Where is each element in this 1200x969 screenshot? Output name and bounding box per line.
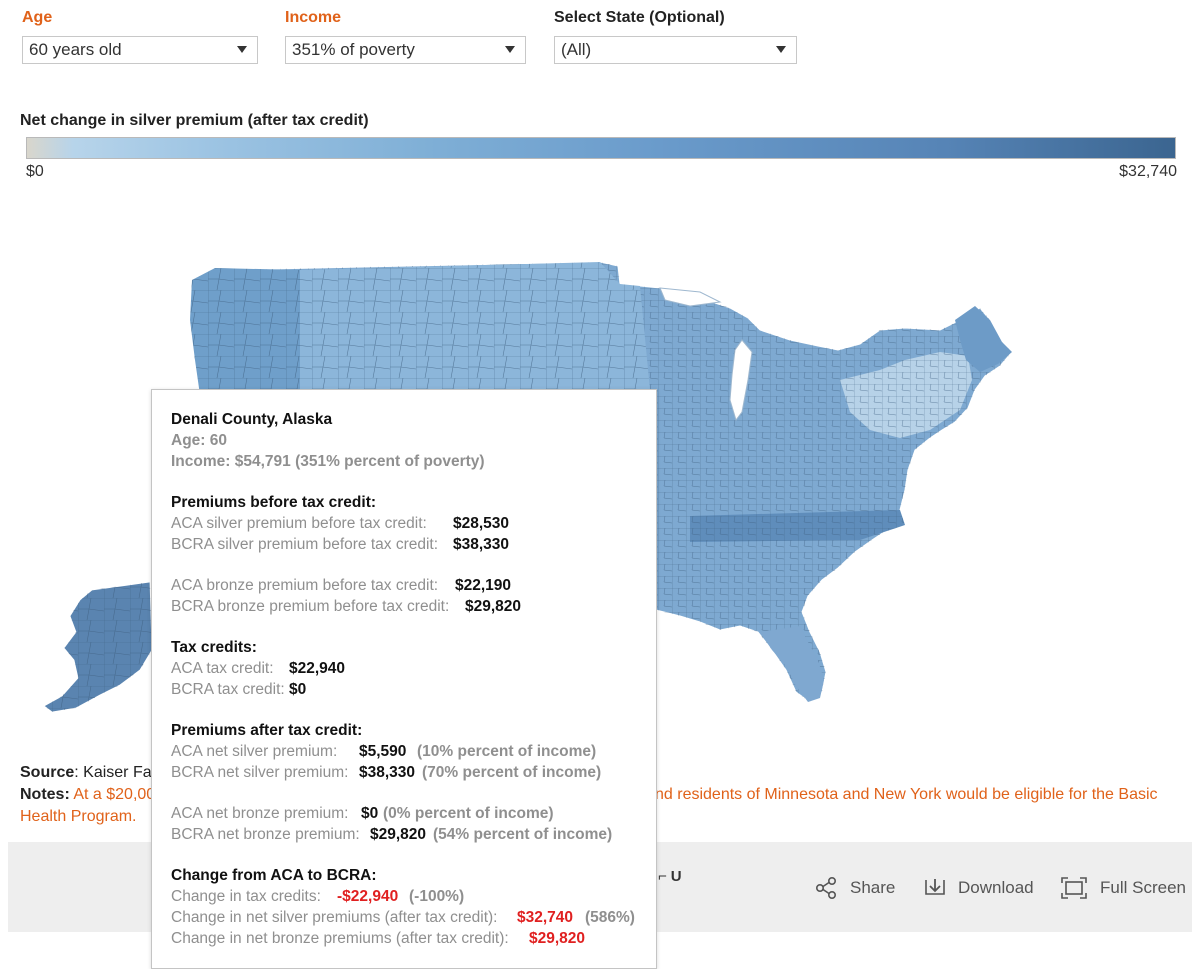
- change-silver-value: $32,740: [517, 909, 574, 926]
- state-select[interactable]: (All): [554, 36, 797, 64]
- bcra-silver-before-value: $38,330: [453, 536, 510, 553]
- toolbar-partial-text: ⌐U: [658, 868, 686, 885]
- bcra-silver-before-row: BCRA silver premium before tax credit: $…: [171, 535, 509, 555]
- credits-header: Tax credits:: [171, 639, 257, 656]
- legend-min: $0: [26, 163, 44, 180]
- fullscreen-label: Full Screen: [1100, 878, 1186, 897]
- aca-silver-before-value: $28,530: [453, 515, 510, 532]
- age-select[interactable]: 60 years old: [22, 36, 258, 64]
- state-filter-label: Select State (Optional): [554, 9, 725, 26]
- after-header: Premiums after tax credit:: [171, 722, 363, 739]
- change-credits-value: -$22,940: [337, 888, 399, 905]
- bcra-net-silver-pct: (70% percent of income): [422, 764, 602, 781]
- color-legend-bar: [26, 137, 1176, 159]
- change-bronze-label: Change in net bronze premiums (after tax…: [171, 930, 509, 947]
- bcra-net-bronze-pct: (54% percent of income): [433, 826, 613, 843]
- bcra-net-silver-value: $38,330: [359, 764, 416, 781]
- lake-michigan: [729, 339, 753, 422]
- bcra-bronze-before-label: BCRA bronze premium before tax credit:: [171, 598, 450, 615]
- aca-bronze-before-value: $22,190: [455, 577, 512, 594]
- income-select-value: 351% of poverty: [292, 40, 415, 59]
- aca-silver-before-row: ACA silver premium before tax credit: $2…: [171, 514, 509, 534]
- bcra-net-bronze-value: $29,820: [370, 826, 427, 843]
- aca-net-bronze-value: $0: [361, 805, 379, 822]
- age-filter-label: Age: [22, 9, 53, 26]
- aca-net-bronze-pct: (0% percent of income): [383, 805, 554, 822]
- notes-line: Notes: At a $20,00 nd residents of Minne…: [20, 786, 1158, 803]
- state-filter: Select State (Optional) (All): [554, 8, 797, 64]
- bcra-bronze-before-row: BCRA bronze premium before tax credit: $…: [171, 597, 521, 617]
- bcra-credit-label: BCRA tax credit:: [171, 681, 285, 698]
- change-silver-label: Change in net silver premiums (after tax…: [171, 909, 498, 926]
- change-bronze-value: $29,820: [529, 930, 586, 947]
- aca-credit-label: ACA tax credit:: [171, 660, 274, 677]
- share-icon: [815, 876, 837, 900]
- aca-net-bronze-row: ACA net bronze premium: $0 (0% percent o…: [171, 804, 554, 824]
- chevron-down-icon: [505, 46, 515, 53]
- notes-text-left: At a $20,00: [73, 786, 156, 803]
- source-text: : Kaiser Fam: [74, 764, 165, 781]
- bcra-credit-value: $0: [289, 681, 307, 698]
- state-select-value: (All): [561, 40, 592, 59]
- bcra-net-silver-row: BCRA net silver premium: $38,330 (70% pe…: [171, 763, 601, 783]
- aca-net-silver-row: ACA net silver premium: $5,590 (10% perc…: [171, 742, 596, 762]
- age-filter: Age 60 years old: [22, 8, 258, 64]
- income-filter-label: Income: [285, 9, 342, 26]
- bcra-silver-before-label: BCRA silver premium before tax credit:: [171, 536, 439, 553]
- lake-superior: [659, 287, 722, 307]
- income-select[interactable]: 351% of poverty: [285, 36, 526, 64]
- change-silver-pct: (586%): [585, 909, 635, 926]
- aca-net-silver-pct: (10% percent of income): [417, 743, 597, 760]
- aca-net-bronze-label: ACA net bronze premium:: [171, 805, 349, 822]
- aca-net-silver-value: $5,590: [359, 743, 407, 760]
- aca-net-silver-label: ACA net silver premium:: [171, 743, 338, 760]
- aca-bronze-before-row: ACA bronze premium before tax credit: $2…: [171, 576, 511, 596]
- bcra-net-bronze-label: BCRA net bronze premium:: [171, 826, 360, 843]
- aca-credit-value: $22,940: [289, 660, 346, 677]
- tooltip-income: Income: $54,791 (351% percent of poverty…: [171, 453, 485, 470]
- county-tooltip: Denali County, Alaska Age: 60 Income: $5…: [151, 389, 657, 969]
- change-credits-label: Change in tax credits:: [171, 888, 321, 905]
- bcra-net-bronze-row: BCRA net bronze premium: $29,820 (54% pe…: [171, 825, 612, 845]
- tooltip-age: Age: 60: [171, 432, 227, 449]
- before-header: Premiums before tax credit:: [171, 494, 377, 511]
- share-label: Share: [850, 878, 896, 897]
- bcra-bronze-before-value: $29,820: [465, 598, 522, 615]
- aca-credit-row: ACA tax credit: $22,940: [171, 659, 345, 679]
- source-line: Source: Kaiser Fam: [20, 764, 165, 782]
- map-maine: [955, 306, 1012, 372]
- notes-line2: Health Program.: [20, 808, 137, 825]
- fullscreen-icon: [1061, 877, 1087, 899]
- chevron-down-icon: [776, 46, 786, 53]
- change-credits-row: Change in tax credits: -$22,940 (-100%): [171, 887, 464, 907]
- legend-title: Net change in silver premium (after tax …: [20, 112, 369, 129]
- change-header: Change from ACA to BCRA:: [171, 867, 377, 884]
- map-florida: [760, 626, 824, 702]
- notes-text-right: nd residents of Minnesota and New York w…: [655, 786, 1158, 803]
- chevron-down-icon: [237, 46, 247, 53]
- legend-max: $32,740: [1119, 163, 1177, 180]
- bcra-credit-row: BCRA tax credit: $0: [171, 680, 306, 700]
- change-credits-pct: (-100%): [409, 888, 465, 905]
- change-bronze-row: Change in net bronze premiums (after tax…: [171, 929, 585, 949]
- aca-bronze-before-label: ACA bronze premium before tax credit:: [171, 577, 439, 594]
- aca-silver-before-label: ACA silver premium before tax credit:: [171, 515, 427, 532]
- income-filter: Income 351% of poverty: [285, 8, 526, 64]
- tooltip-title: Denali County, Alaska: [171, 411, 333, 428]
- notes-label: Notes: [20, 786, 65, 803]
- change-silver-row: Change in net silver premiums (after tax…: [171, 908, 635, 928]
- age-select-value: 60 years old: [29, 40, 122, 59]
- download-label: Download: [958, 878, 1034, 897]
- source-label: Source: [20, 764, 75, 781]
- download-icon: [925, 879, 945, 895]
- bcra-net-silver-label: BCRA net silver premium:: [171, 764, 349, 781]
